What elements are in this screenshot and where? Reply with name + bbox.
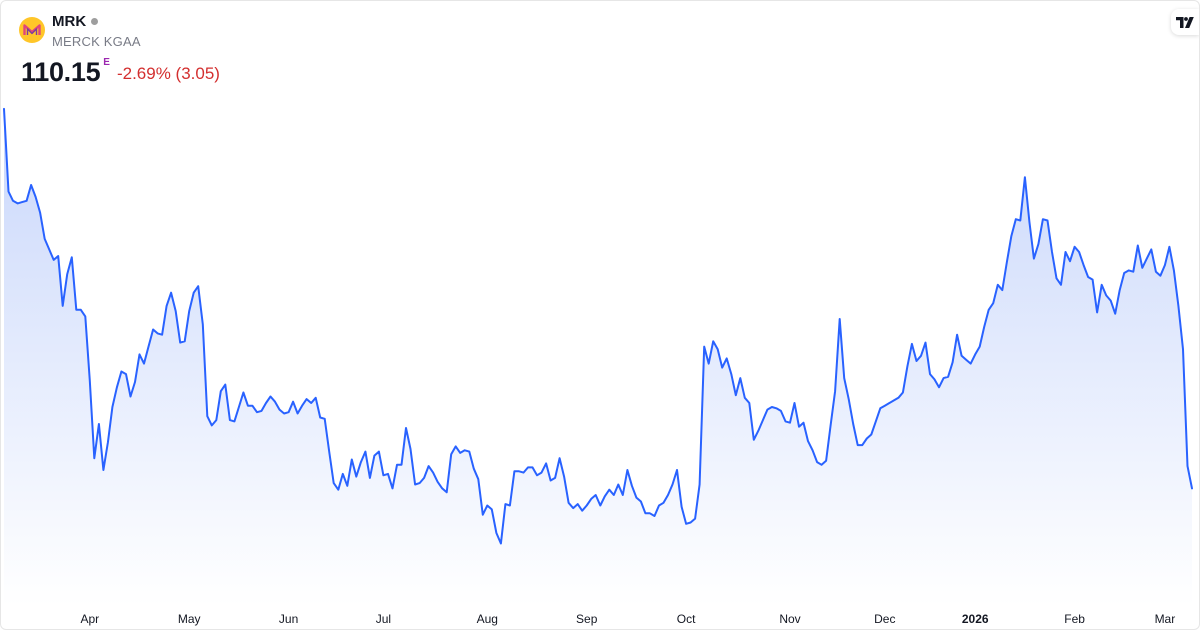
x-tick-label: Oct <box>677 612 696 626</box>
tradingview-logo-icon[interactable] <box>1171 9 1199 35</box>
price-row: 110.15 E -2.69% (3.05) <box>21 57 220 88</box>
x-tick-label: Dec <box>874 612 895 626</box>
symbol-row: MRK <box>52 13 99 30</box>
price-area <box>4 108 1192 607</box>
x-tick-label: Nov <box>779 612 800 626</box>
x-tick-label: May <box>178 612 201 626</box>
price-change: -2.69% (3.05) <box>116 64 220 83</box>
price-flag: E <box>103 57 110 68</box>
ticker-symbol[interactable]: MRK <box>52 13 87 30</box>
market-status-dot-icon <box>91 18 99 25</box>
x-tick-label: Aug <box>477 612 498 626</box>
x-tick-label: Feb <box>1064 612 1085 626</box>
x-tick-label: Jul <box>376 612 391 626</box>
x-tick-label: Apr <box>80 612 99 626</box>
company-name: MERCK KGAA <box>52 34 141 49</box>
last-price: 110.15 <box>21 57 101 87</box>
x-tick-label: Sep <box>576 612 598 626</box>
x-tick-label: 2026 <box>962 612 989 626</box>
x-axis: Apr May Jun Jul Aug Sep Oct Nov Dec 2026 Feb Mar <box>80 612 1175 626</box>
x-tick-label: Jun <box>279 612 298 626</box>
merck-logo-icon <box>19 17 45 43</box>
x-tick-label: Mar <box>1155 612 1176 626</box>
price-line <box>3 107 1193 545</box>
